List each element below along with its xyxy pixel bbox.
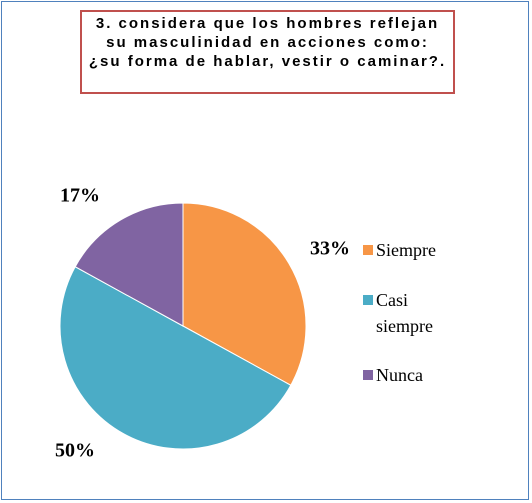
pie-slice — [182, 202, 307, 386]
data-label: 33% — [310, 238, 350, 260]
legend-item: Casi siempre — [363, 287, 463, 339]
chart-title: 3. considera que los hombres reflejan su… — [80, 10, 455, 94]
pie-slice — [74, 202, 184, 327]
legend-label: Nunca — [376, 365, 423, 385]
pie-slice — [59, 266, 292, 450]
legend-item: Nunca — [363, 362, 463, 388]
legend-item: Siempre — [363, 237, 463, 263]
legend-label: Casi siempre — [376, 290, 433, 336]
data-label: 17% — [60, 185, 100, 207]
legend-swatch — [363, 370, 373, 380]
legend-swatch — [363, 295, 373, 305]
data-label: 50% — [55, 440, 95, 462]
legend-swatch — [363, 245, 373, 255]
legend-label: Siempre — [376, 240, 436, 260]
